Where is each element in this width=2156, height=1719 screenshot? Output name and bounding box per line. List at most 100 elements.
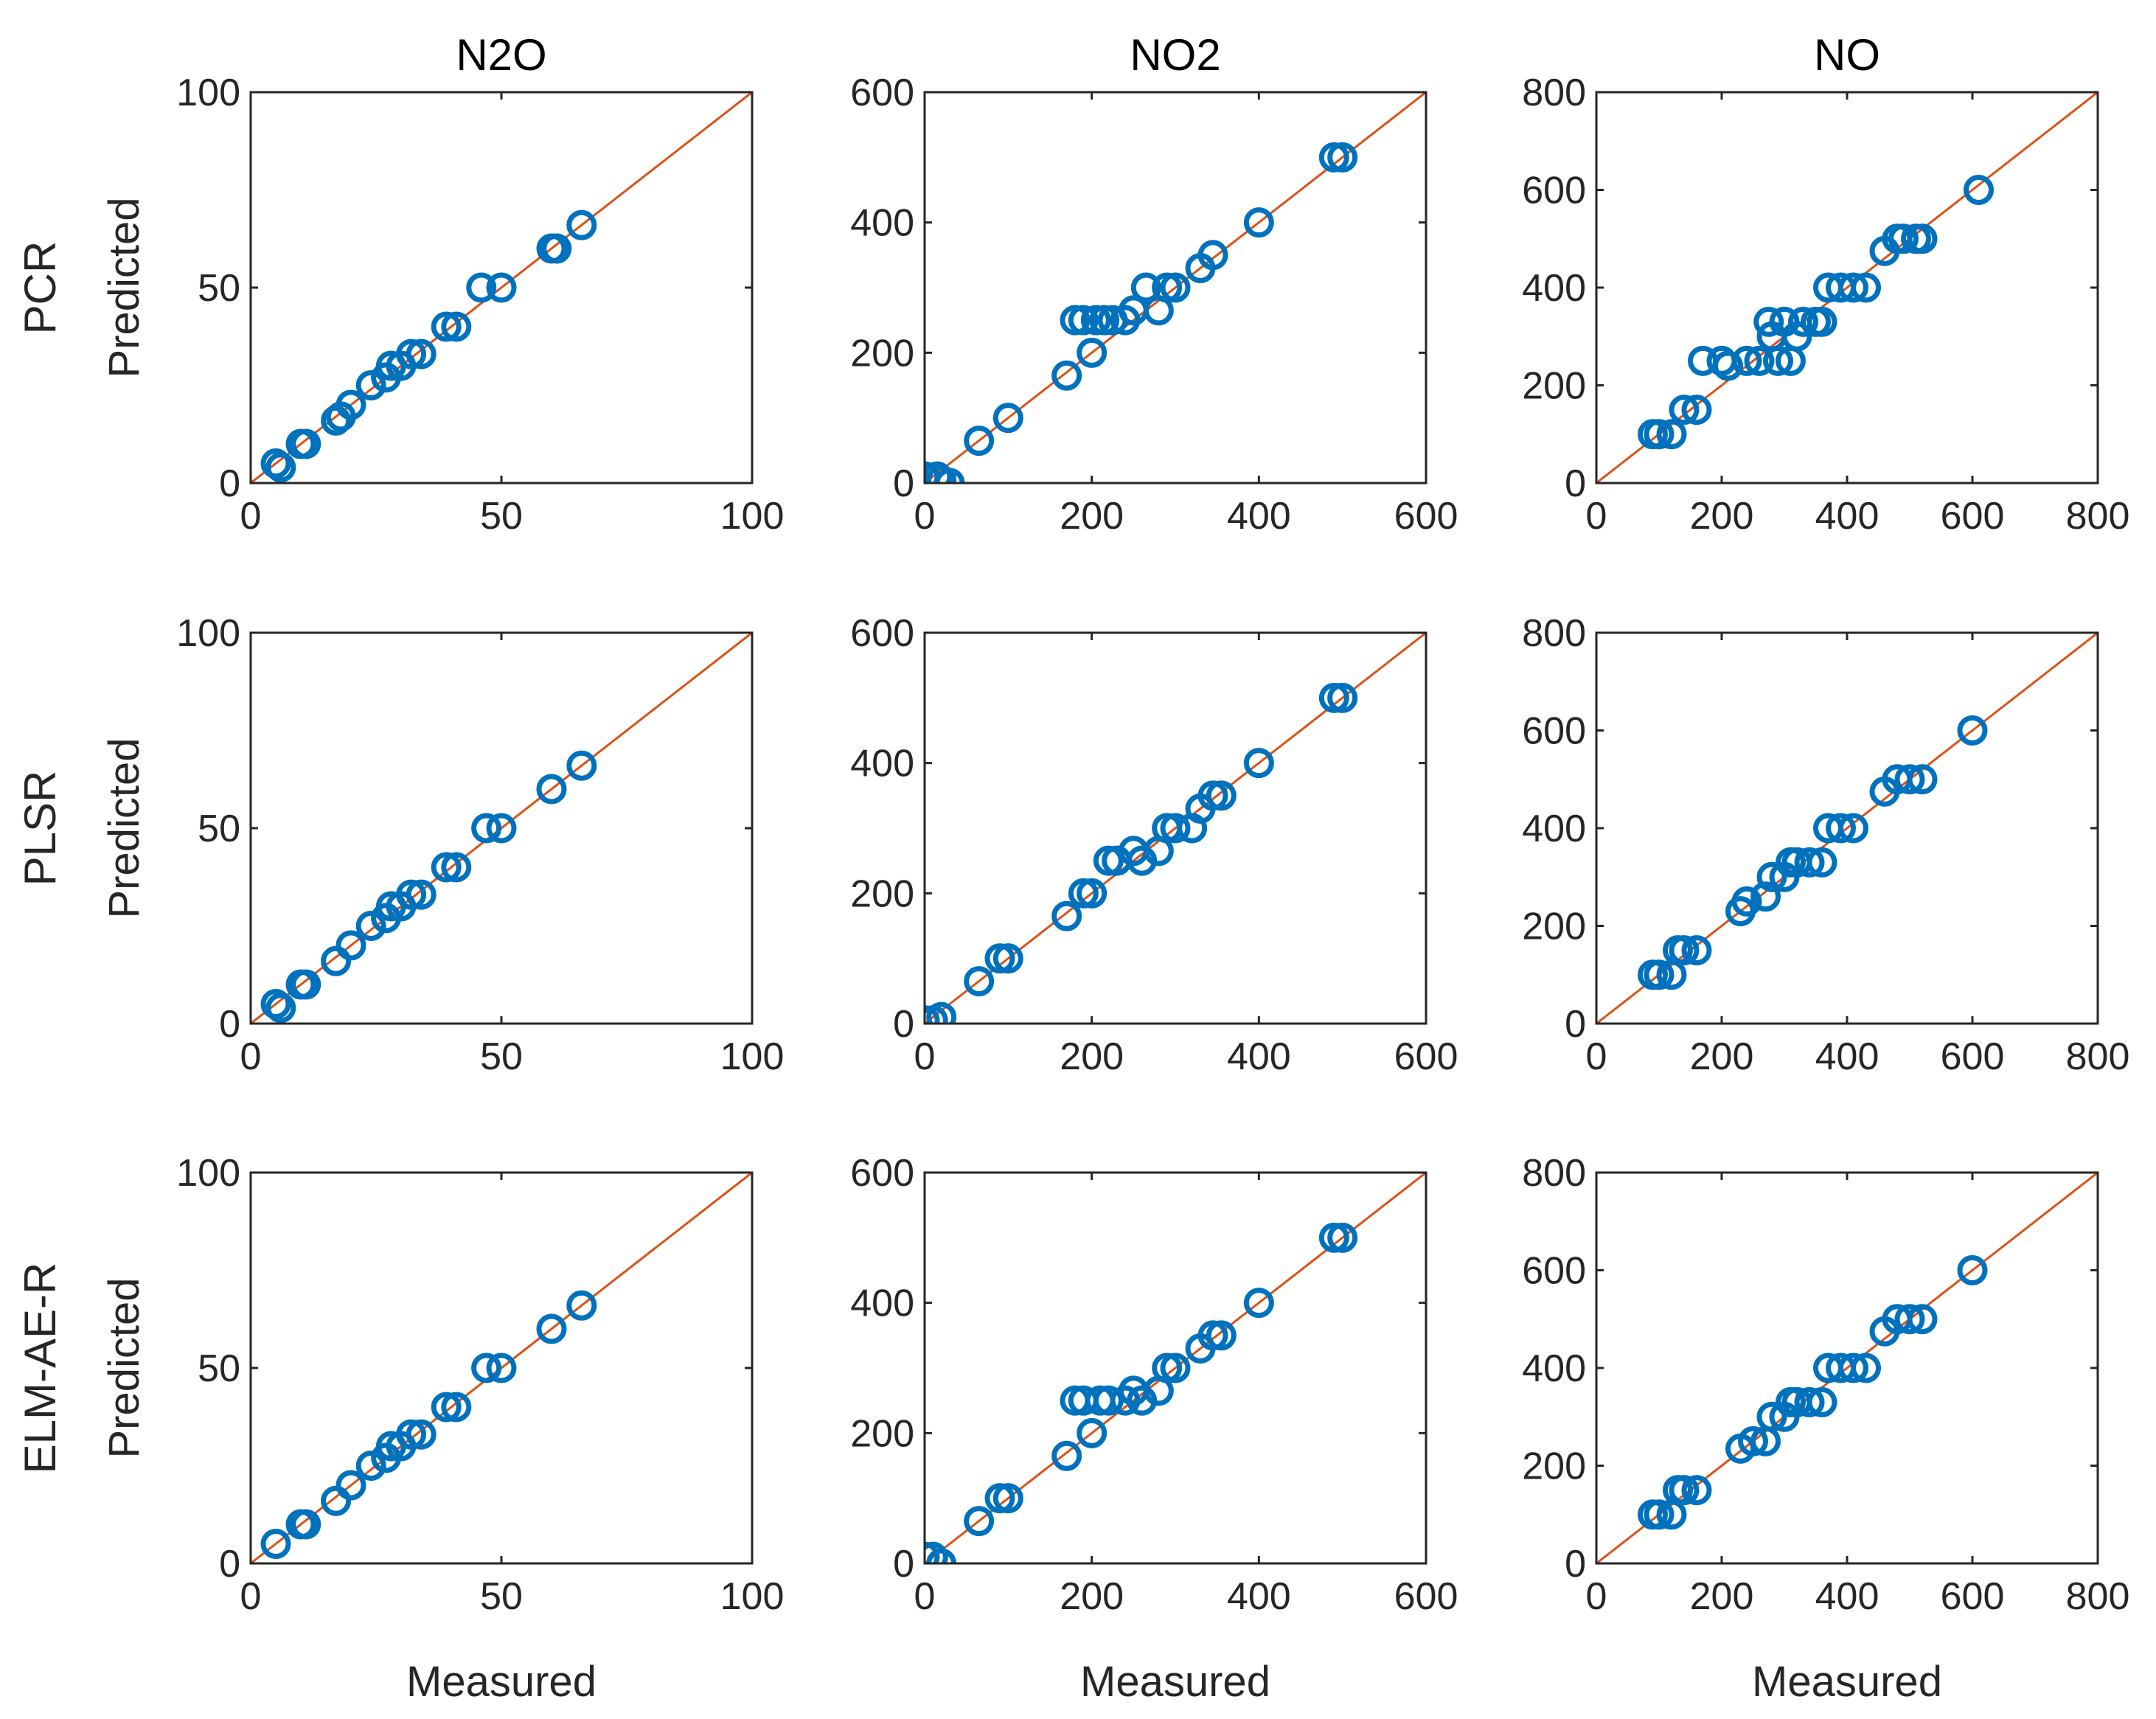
x-label-col3: Measured	[1752, 1658, 1942, 1706]
data-point	[431, 311, 462, 342]
markers	[260, 209, 597, 483]
data-point	[1713, 350, 1743, 381]
data-point	[1907, 764, 1938, 795]
data-point	[934, 468, 965, 483]
data-point	[1756, 1401, 1787, 1432]
panel-elm-ae-r-no2: 00 200 200 400 400 600 600	[850, 1152, 1458, 1618]
y-tick-label: 400	[1522, 267, 1586, 310]
data-point	[1051, 900, 1082, 931]
data-point	[1806, 1386, 1837, 1417]
x-tick-label: 0	[1586, 1575, 1607, 1618]
markers	[1638, 715, 1988, 990]
data-point	[925, 1541, 940, 1563]
markers	[260, 750, 597, 1024]
identity-line	[251, 92, 752, 483]
data-point	[1806, 306, 1837, 337]
x-tick-label: 600	[1941, 1035, 2005, 1078]
y-tick-label: 800	[1522, 1152, 1586, 1195]
identity-line	[925, 633, 1426, 1024]
y-tick-label: 0	[219, 1543, 240, 1586]
data-point	[536, 1313, 567, 1344]
row-labels: PCR PLSR ELM-AE-R	[15, 241, 65, 1474]
panel-grid: 0050501001000020020040040060060000200200…	[176, 72, 2129, 1618]
data-point	[1077, 878, 1107, 909]
x-tick-label: 600	[1394, 1575, 1458, 1618]
data-point	[1838, 272, 1868, 303]
data-point	[291, 428, 321, 459]
y-tick-label: 0	[1565, 1543, 1586, 1586]
markers	[925, 1222, 1358, 1563]
data-point	[1964, 175, 1994, 205]
data-point	[566, 750, 597, 781]
y-tick-label: 400	[850, 1282, 914, 1325]
data-point	[291, 1509, 321, 1540]
row-label-pcr: PCR	[15, 241, 65, 335]
y-tick-label: 600	[850, 72, 914, 114]
x-tick-label: 600	[1394, 1035, 1458, 1078]
data-point	[1838, 813, 1868, 844]
data-point	[1788, 306, 1818, 337]
data-point	[265, 993, 296, 1024]
panel-elm-ae-r-n2o: 00 50 50 100 100	[176, 1152, 784, 1618]
data-point	[1957, 1255, 1988, 1285]
identity-line	[925, 1173, 1426, 1563]
y-tick-label: 0	[219, 462, 240, 505]
data-point	[1243, 748, 1274, 779]
x-tick-label: 800	[2066, 1035, 2130, 1078]
x-tick-label: 0	[1586, 1035, 1607, 1078]
data-point	[1738, 1425, 1768, 1456]
panel-elm-ae-r-no: 00 200 200 400 400 600 600 800 800	[1522, 1152, 2129, 1618]
data-point	[1838, 1352, 1868, 1383]
y-tick-label: 100	[176, 612, 240, 655]
x-tick-label: 0	[240, 1035, 262, 1078]
column-title-n2o: N2O	[456, 30, 546, 80]
data-point	[406, 1419, 437, 1450]
data-point	[335, 389, 366, 420]
data-point	[291, 969, 321, 1000]
data-point	[1681, 395, 1712, 426]
data-point	[1206, 1320, 1237, 1351]
data-point	[466, 272, 497, 303]
data-point	[1753, 306, 1784, 337]
data-point	[486, 272, 517, 303]
identity-line	[1596, 92, 2098, 483]
y-tick-label: 200	[1522, 365, 1586, 408]
data-point	[1744, 345, 1775, 376]
x-tick-label: 400	[1815, 1575, 1879, 1618]
x-tick-label: 400	[1227, 1575, 1291, 1618]
markers	[925, 682, 1358, 1024]
data-point	[964, 966, 995, 997]
x-tick-label: 600	[1394, 495, 1458, 538]
data-point	[321, 945, 352, 976]
data-point	[396, 1419, 427, 1450]
data-point	[1644, 419, 1675, 450]
data-point	[441, 311, 472, 342]
data-point	[1160, 813, 1191, 844]
data-point	[1781, 321, 1812, 352]
data-point	[536, 774, 567, 805]
data-point	[1794, 1386, 1825, 1417]
data-point	[321, 1485, 352, 1516]
x-tick-label: 200	[1060, 495, 1124, 538]
x-tick-label: 400	[1227, 1035, 1291, 1078]
y-tick-label: 50	[198, 1347, 240, 1390]
x-tick-label: 200	[1060, 1575, 1124, 1618]
y-tick-label: 600	[850, 1152, 914, 1195]
data-point	[1051, 360, 1082, 391]
data-point	[992, 403, 1023, 434]
x-tick-label: 200	[1690, 1035, 1754, 1078]
markers	[1638, 1255, 1988, 1530]
data-point	[926, 1001, 957, 1024]
y-tick-label: 800	[1522, 612, 1586, 655]
data-point	[1243, 207, 1274, 238]
data-point	[355, 370, 386, 400]
y-tick-label: 600	[850, 612, 914, 655]
y-tick-label: 0	[893, 1543, 914, 1586]
data-point	[1669, 395, 1700, 426]
data-point	[265, 452, 296, 483]
x-label-col1: Measured	[406, 1658, 597, 1706]
data-point	[1851, 1352, 1881, 1383]
x-tick-label: 400	[1227, 495, 1291, 538]
data-point	[1669, 935, 1700, 966]
x-tick-label: 50	[480, 495, 523, 538]
